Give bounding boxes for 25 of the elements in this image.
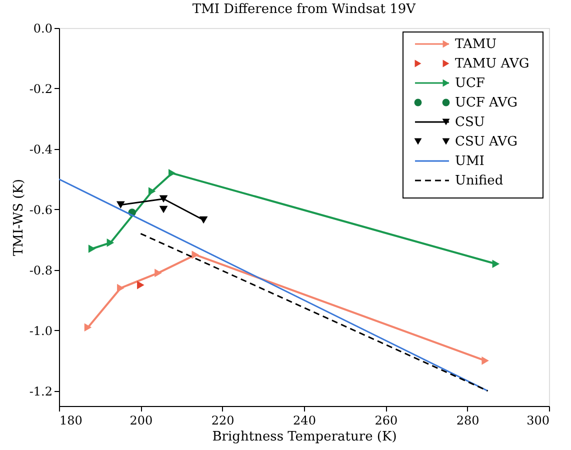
y-tick-label: -0.2 [29, 82, 52, 96]
y-tick-label: -0.8 [29, 263, 52, 278]
legend-label: CSU AVG [455, 134, 518, 150]
x-tick-label: 180 [60, 414, 82, 428]
x-tick-label: 200 [130, 414, 153, 428]
legend-label: UCF [455, 76, 485, 91]
y-tick-label: 0.0 [33, 22, 52, 36]
x-tick-label: 240 [293, 414, 316, 428]
y-tick-label: -1.0 [29, 324, 52, 338]
x-tick-label: 300 [526, 414, 550, 428]
y-tick-label: -0.6 [29, 202, 52, 217]
y-tick-label: -0.4 [29, 142, 53, 156]
legend-label: UCF AVG [455, 96, 518, 110]
y-tick-label: -1.2 [29, 384, 52, 398]
chart-title: TMI Difference from Windsat 19V [192, 2, 416, 17]
x-tick-label: 260 [374, 414, 398, 428]
x-axis-title: Brightness Temperature (K) [212, 430, 397, 444]
y-axis-title: TMI-WS (K) [11, 178, 26, 256]
legend-label: TAMU AVG [455, 56, 530, 72]
legend-label: TAMU [455, 37, 497, 52]
x-tick-label: 220 [211, 414, 234, 428]
x-tick-label: 280 [456, 414, 480, 428]
legend-label: CSU [455, 115, 485, 130]
legend-label: UMI [455, 154, 484, 169]
legend-label: Unified [455, 174, 504, 188]
